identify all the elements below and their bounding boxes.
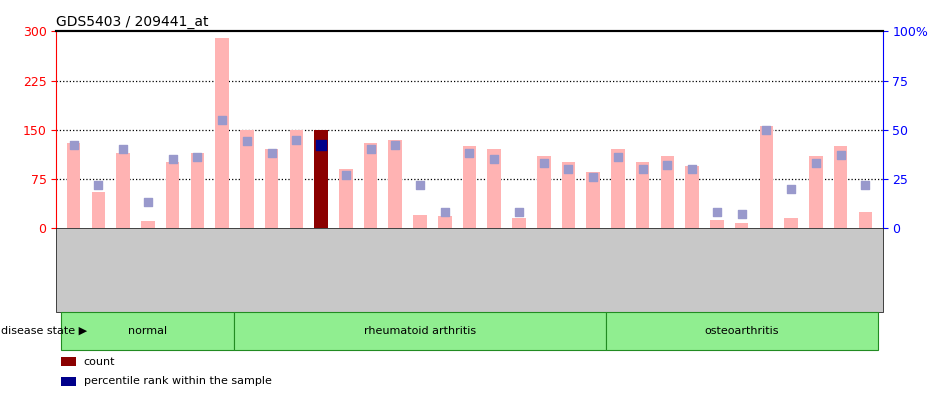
Point (610, 154, 625, 160)
Point (833, 152, 848, 158)
Point (338, 172, 353, 178)
Text: rheumatoid arthritis: rheumatoid arthritis (364, 326, 476, 336)
Point (190, 154, 205, 160)
Bar (166, 162, 179, 228)
Bar (537, 156, 550, 228)
Bar (809, 156, 823, 228)
Point (462, 150, 477, 156)
Bar (636, 162, 650, 228)
Bar (141, 221, 155, 228)
Point (438, 209, 453, 215)
Bar (784, 218, 798, 228)
Point (239, 138, 254, 145)
Bar (586, 172, 600, 228)
Bar (92, 192, 105, 228)
Point (264, 150, 279, 156)
Bar (611, 149, 624, 228)
Bar (661, 156, 674, 228)
Point (289, 136, 304, 143)
Bar (315, 130, 328, 228)
Bar (67, 143, 81, 228)
Bar (389, 140, 402, 228)
Point (586, 174, 601, 180)
Point (759, 127, 774, 133)
Text: GDS5403 / 209441_at: GDS5403 / 209441_at (56, 15, 208, 29)
Point (685, 166, 700, 172)
Bar (116, 152, 130, 228)
Point (561, 166, 576, 172)
Point (536, 160, 551, 166)
Bar (191, 152, 204, 228)
Bar (215, 38, 229, 228)
Point (115, 146, 131, 152)
Point (363, 146, 378, 152)
Bar (413, 215, 427, 228)
Text: osteoarthritis: osteoarthritis (704, 326, 778, 336)
Point (808, 160, 824, 166)
Bar (265, 149, 278, 228)
Bar (512, 218, 526, 228)
Point (140, 199, 155, 206)
Bar (240, 130, 254, 228)
Text: disease state ▶: disease state ▶ (1, 326, 87, 336)
Point (858, 182, 873, 188)
Bar (463, 146, 476, 228)
Point (784, 185, 799, 192)
Bar (438, 216, 452, 228)
Point (412, 182, 427, 188)
Bar (710, 220, 724, 228)
Bar (834, 146, 847, 228)
Point (165, 156, 180, 162)
Bar (735, 223, 748, 228)
Point (512, 209, 527, 215)
Text: percentile rank within the sample: percentile rank within the sample (84, 376, 271, 386)
Point (314, 142, 329, 149)
Text: count: count (84, 356, 115, 367)
Bar (363, 143, 377, 228)
Bar (339, 169, 353, 228)
Point (734, 211, 749, 217)
Point (66, 142, 81, 149)
Point (215, 117, 230, 123)
Bar (858, 211, 872, 228)
Bar (760, 127, 773, 228)
Point (91, 182, 106, 188)
Bar (487, 149, 501, 228)
Bar (315, 136, 328, 228)
Bar (685, 166, 699, 228)
Bar (289, 130, 303, 228)
Point (709, 209, 724, 215)
Point (635, 166, 650, 172)
Text: normal: normal (129, 326, 167, 336)
Point (388, 142, 403, 149)
Point (660, 162, 675, 168)
Point (486, 156, 501, 162)
Bar (562, 162, 576, 228)
